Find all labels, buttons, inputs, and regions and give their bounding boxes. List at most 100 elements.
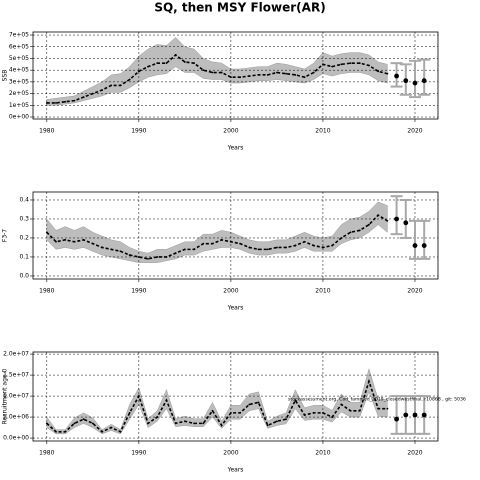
- median-point: [285, 246, 288, 249]
- x-tick-label: 2020: [407, 128, 422, 135]
- x-tick-label: 2020: [407, 288, 422, 295]
- y-tick-label: 5.0e+06: [3, 414, 29, 421]
- projection-point: [403, 412, 409, 418]
- median-point: [183, 248, 186, 251]
- y-tick-label: 0e+00: [9, 114, 29, 121]
- median-point: [322, 246, 324, 249]
- median-point: [64, 430, 67, 433]
- median-point: [229, 411, 232, 414]
- median-point: [368, 64, 370, 67]
- x-tick-label: 2010: [315, 288, 330, 295]
- x-tick-label: 2010: [315, 128, 330, 135]
- median-point: [202, 422, 205, 425]
- median-point: [82, 238, 85, 241]
- median-point: [220, 424, 223, 427]
- median-point: [156, 62, 159, 65]
- x-tick-label: 2000: [223, 128, 238, 135]
- median-point: [368, 380, 370, 383]
- median-point: [331, 65, 334, 68]
- median-point: [174, 252, 177, 255]
- y-tick-label: 0.3: [19, 215, 29, 222]
- median-point: [45, 231, 48, 234]
- median-point: [257, 73, 260, 76]
- median-point: [193, 62, 195, 65]
- median-point: [211, 242, 214, 245]
- confidence-band: [46, 37, 388, 106]
- projection-point: [394, 416, 399, 422]
- median-point: [45, 422, 48, 425]
- median-point: [340, 237, 343, 239]
- y-tick-label: 7e+05: [9, 32, 29, 39]
- y-tick-label: 1.5e+07: [3, 372, 29, 379]
- median-point: [229, 240, 232, 243]
- median-point: [266, 424, 269, 427]
- y-tick-label: 2.0e+07: [3, 351, 29, 358]
- median-point: [64, 238, 67, 241]
- median-point: [377, 70, 380, 73]
- median-point: [331, 416, 334, 418]
- median-point: [119, 84, 122, 87]
- median-point: [110, 426, 113, 429]
- y-tick-label: 6e+05: [9, 43, 29, 50]
- median-point: [137, 395, 140, 397]
- projection-point: [421, 78, 427, 84]
- median-point: [165, 399, 168, 402]
- median-point: [340, 403, 343, 406]
- median-point: [55, 102, 57, 104]
- x-axis-label: Years: [227, 145, 244, 152]
- median-point: [128, 254, 131, 256]
- median-point: [101, 246, 103, 249]
- y-tick-label: 0.2: [19, 234, 29, 241]
- y-tick-label: 0.4: [19, 196, 29, 203]
- annotation: stockassessment.org, Cod_fammed_2019_clo…: [288, 397, 466, 403]
- x-tick-label: 1990: [131, 288, 146, 295]
- median-point: [193, 422, 195, 425]
- median-point: [156, 416, 159, 418]
- projection-point: [412, 243, 418, 248]
- median-point: [137, 256, 140, 258]
- projection-point: [403, 78, 409, 84]
- median-point: [276, 420, 278, 423]
- median-point: [64, 100, 67, 103]
- median-point: [386, 219, 389, 222]
- median-point: [377, 214, 380, 217]
- median-point: [322, 63, 324, 66]
- x-tick-label: 2020: [407, 450, 422, 457]
- median-point: [386, 407, 389, 410]
- median-point: [294, 244, 297, 247]
- median-point: [303, 76, 306, 79]
- median-point: [110, 84, 113, 87]
- x-axis-label: Years: [227, 467, 244, 474]
- median-point: [266, 73, 269, 76]
- plot-frame: [32, 31, 439, 120]
- median-point: [239, 411, 242, 414]
- median-point: [349, 409, 352, 412]
- median-point: [101, 430, 103, 433]
- projection-point: [412, 80, 418, 86]
- y-tick-label: 1.0e+07: [3, 393, 29, 400]
- median-point: [220, 238, 223, 241]
- y-tick-label: 4e+05: [9, 67, 29, 74]
- median-point: [211, 409, 214, 412]
- median-point: [73, 422, 76, 425]
- figure-title: SQ, then MSY Flower(AR): [154, 1, 325, 15]
- median-point: [193, 248, 195, 251]
- median-point: [82, 96, 85, 99]
- median-point: [91, 242, 94, 245]
- median-point: [73, 99, 76, 102]
- median-point: [101, 89, 103, 91]
- x-tick-label: 1990: [131, 450, 146, 457]
- median-point: [82, 418, 85, 421]
- x-tick-label: 2010: [315, 450, 330, 457]
- y-tick-label: 3e+05: [9, 78, 29, 85]
- projection-point: [421, 412, 427, 418]
- median-point: [174, 422, 177, 425]
- median-point: [257, 401, 260, 404]
- median-point: [248, 75, 251, 77]
- median-point: [128, 411, 131, 414]
- median-point: [358, 229, 361, 232]
- median-point: [119, 430, 122, 433]
- median-point: [358, 62, 361, 65]
- y-axis-label: F3-7: [2, 229, 9, 242]
- x-tick-label: 1980: [39, 128, 54, 135]
